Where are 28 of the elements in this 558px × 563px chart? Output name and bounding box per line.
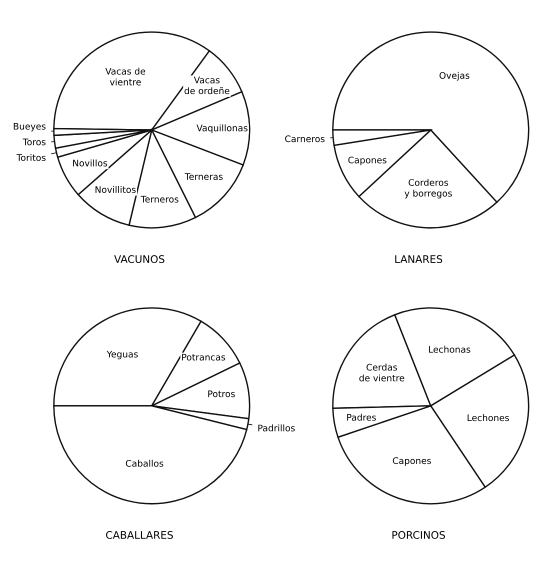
slice-label: Bueyes bbox=[14, 122, 46, 132]
slice-label: Toros bbox=[22, 138, 46, 146]
slice-label: Terneras bbox=[184, 173, 223, 180]
slice-label: Vacas de vientre bbox=[105, 68, 146, 86]
slice-label: Caballos bbox=[126, 460, 164, 467]
slice-label: Corderos y borregos bbox=[404, 178, 452, 198]
slice-label: Capones bbox=[392, 457, 431, 466]
slice-label: Lechones bbox=[468, 414, 509, 422]
text: VACUNOS bbox=[114, 255, 164, 264]
slice-label: Lechonas bbox=[429, 346, 470, 353]
slice-label: Padres bbox=[347, 414, 376, 421]
slice-label: Terneros bbox=[140, 196, 178, 203]
slice-label: Novillos bbox=[73, 159, 108, 166]
slice-label: Padrillos bbox=[258, 424, 295, 432]
text: LANARES bbox=[395, 255, 442, 264]
slice-label: Capones bbox=[348, 156, 386, 166]
slice-label: Toritos bbox=[16, 154, 46, 161]
slice-label: Ovejas bbox=[440, 72, 470, 81]
slice-label: Novillitos bbox=[96, 186, 136, 193]
slice-label: Vacas de ordeñe bbox=[184, 76, 230, 94]
slice-label: Yeguas bbox=[106, 350, 138, 360]
slice-label: Cerdas de vientre bbox=[359, 364, 404, 382]
slice-label: Potrancas bbox=[182, 354, 226, 361]
text: CABALLARES bbox=[106, 531, 173, 539]
text: PORCINOS bbox=[392, 531, 445, 539]
slice-label: Vaquillonas bbox=[196, 124, 248, 134]
slice-label: Potros bbox=[208, 390, 235, 398]
slice-label: Carneros bbox=[285, 135, 325, 142]
